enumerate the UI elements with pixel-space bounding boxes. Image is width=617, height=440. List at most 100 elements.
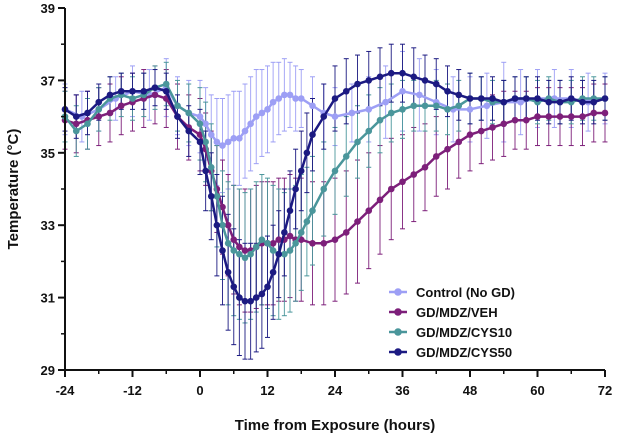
data-point: [202, 138, 209, 146]
data-point: [258, 290, 266, 298]
data-point: [275, 95, 283, 102]
data-point: [241, 297, 249, 305]
data-point: [410, 102, 418, 110]
data-point: [466, 95, 474, 102]
data-point: [320, 240, 328, 247]
data-point: [236, 135, 243, 142]
data-point: [202, 167, 209, 175]
data-point: [241, 247, 249, 254]
data-point: [376, 116, 384, 124]
legend-item: GD/MDZ/VEH: [389, 305, 498, 320]
data-point: [207, 192, 215, 200]
data-point: [292, 240, 299, 247]
data-point: [444, 87, 451, 95]
data-point: [213, 221, 221, 229]
data-point: [466, 106, 474, 113]
data-point: [466, 131, 474, 138]
data-point: [489, 124, 496, 131]
data-point: [365, 106, 373, 113]
data-point: [477, 95, 485, 102]
data-point: [264, 106, 271, 113]
data-point: [258, 109, 266, 117]
data-point: [247, 120, 254, 128]
data-point: [421, 163, 429, 171]
data-point: [297, 95, 305, 102]
data-point: [269, 247, 277, 254]
data-point: [185, 109, 193, 117]
data-point: [556, 113, 564, 120]
data-point: [590, 109, 598, 117]
data-point: [286, 247, 294, 254]
data-point: [224, 138, 232, 146]
data-point: [522, 95, 530, 102]
data-point: [517, 98, 524, 106]
data-point: [365, 77, 373, 84]
data-point: [264, 240, 271, 247]
data-point: [292, 95, 299, 102]
data-point: [207, 131, 215, 138]
data-point: [84, 109, 91, 117]
data-point: [399, 69, 406, 77]
data-point: [579, 98, 586, 106]
y-axis-title: Temperature (°C): [5, 129, 22, 250]
data-point: [281, 91, 288, 99]
data-point: [224, 221, 232, 229]
data-point: [500, 120, 508, 128]
legend-label: GD/MDZ/CYS50: [416, 345, 512, 360]
data-point: [567, 113, 575, 120]
ticks: 29 31 33 35 37 39 -24 -12 0 12 24 36 48 60 72: [41, 1, 613, 398]
data-point: [601, 95, 609, 102]
data-point: [567, 95, 575, 102]
data-point: [252, 243, 260, 251]
data-point: [489, 95, 496, 102]
x-tick-label: 72: [598, 383, 612, 398]
data-point: [196, 120, 204, 128]
x-axis-title: Time from Exposure (hours): [235, 417, 436, 434]
data-point: [117, 102, 125, 110]
data-point: [162, 80, 170, 88]
y-tick-label: 31: [41, 291, 55, 306]
data-point: [275, 236, 283, 243]
data-point: [236, 294, 243, 301]
data-point: [342, 87, 350, 95]
data-point: [432, 102, 440, 110]
data-point: [399, 106, 406, 113]
data-point: [196, 113, 204, 120]
data-point: [410, 73, 418, 81]
data-point: [303, 218, 311, 225]
data-point: [348, 109, 356, 117]
data-point: [241, 254, 249, 262]
data-point: [129, 87, 136, 95]
data-point: [230, 247, 238, 254]
data-point: [309, 102, 316, 110]
data-point: [219, 203, 226, 211]
data-point: [534, 95, 541, 102]
data-point: [202, 120, 209, 128]
data-point: [354, 80, 361, 88]
data-point: [185, 127, 193, 135]
data-point: [382, 98, 389, 106]
data-point: [140, 87, 148, 95]
legend-label: Control (No GD): [416, 285, 515, 300]
data-point: [297, 167, 305, 175]
data-point: [455, 102, 463, 110]
legend-item: GD/MDZ/CYS50: [389, 345, 512, 360]
data-point: [309, 207, 316, 215]
data-point: [219, 247, 226, 254]
data-point: [601, 109, 609, 117]
data-point: [241, 127, 249, 135]
data-point: [247, 297, 254, 305]
data-point: [269, 98, 277, 106]
y-tick-label: 29: [41, 363, 55, 378]
data-point: [196, 138, 204, 146]
data-point: [342, 153, 350, 160]
data-point: [331, 95, 339, 102]
data-point: [342, 229, 350, 236]
legend-item: GD/MDZ/CYS10: [389, 325, 512, 340]
data-point: [320, 113, 328, 120]
data-point: [590, 98, 598, 106]
data-point: [219, 221, 226, 229]
data-point: [106, 91, 114, 99]
data-point: [545, 98, 553, 106]
